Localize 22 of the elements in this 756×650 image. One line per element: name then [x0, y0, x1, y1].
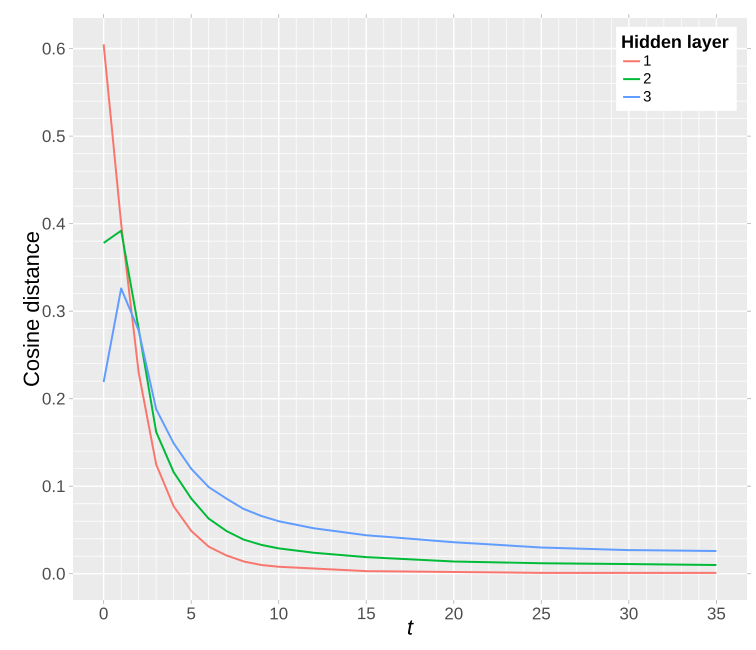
y-tick-label: 0.4: [42, 218, 65, 230]
x-tick-label: 10: [270, 608, 288, 620]
y-tick-label: 0.3: [42, 305, 65, 318]
legend-label: 1: [644, 55, 651, 66]
y-tick-label: 0.6: [42, 42, 65, 55]
x-tick-label: 20: [445, 608, 463, 620]
x-tick-label: 35: [708, 608, 726, 620]
x-tick-label: 0: [100, 608, 108, 620]
legend-label: 3: [644, 91, 651, 102]
y-tick-label: 0.2: [42, 392, 65, 405]
x-tick-label: 30: [620, 608, 638, 620]
legend-title: Hidden layer: [622, 34, 728, 52]
x-tick-label: 5: [187, 608, 196, 620]
legend-label: 2: [644, 73, 651, 84]
y-tick-label: 0.1: [42, 480, 65, 492]
x-axis-title: t: [408, 620, 414, 635]
x-tick-label: 25: [532, 608, 550, 620]
y-tick-label: 0.0: [42, 568, 65, 580]
y-tick-label: 0.5: [42, 130, 65, 142]
x-tick-label: 15: [358, 608, 375, 620]
line-series: [102, 287, 718, 552]
y-axis-title: Cosine distance: [23, 232, 40, 386]
